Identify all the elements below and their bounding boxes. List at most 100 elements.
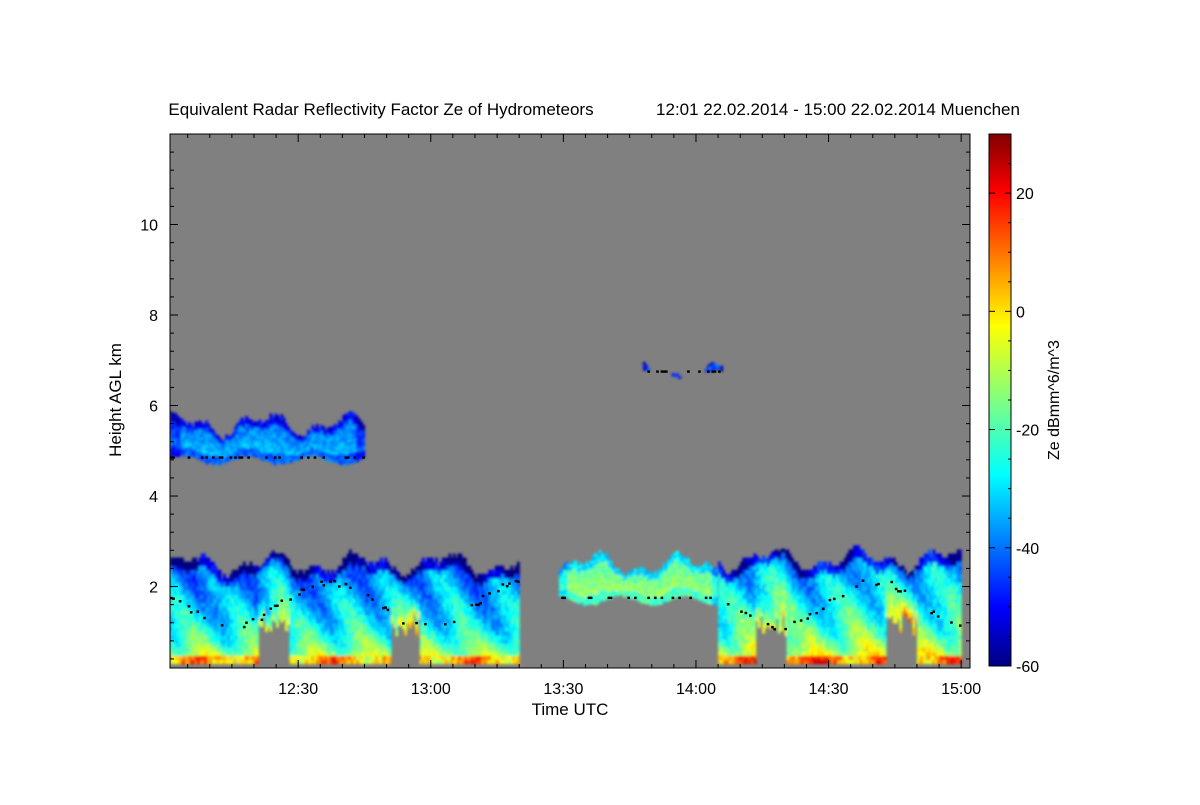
reflectivity-cell — [335, 651, 339, 656]
reflectivity-cell — [492, 614, 496, 620]
reflectivity-cell — [298, 643, 301, 648]
reflectivity-cell — [408, 575, 412, 580]
reflectivity-cell — [461, 565, 465, 571]
reflectivity-cell — [249, 594, 253, 599]
reflectivity-cell — [397, 613, 401, 618]
reflectivity-cell — [395, 574, 399, 580]
reflectivity-cell — [247, 565, 251, 571]
reflectivity-cell — [733, 594, 737, 599]
reflectivity-cell — [642, 575, 646, 580]
reflectivity-cell — [192, 614, 195, 620]
reflectivity-cell — [576, 581, 580, 585]
reflectivity-cell — [722, 647, 726, 652]
reflectivity-cell — [634, 576, 637, 581]
reflectivity-cell — [362, 622, 366, 628]
reflectivity-cell — [497, 573, 500, 579]
reflectivity-cell — [680, 584, 684, 589]
reflectivity-cell — [671, 568, 675, 572]
reflectivity-cell — [684, 578, 688, 582]
reflectivity-cell — [623, 588, 626, 593]
reflectivity-cell — [331, 647, 335, 652]
reflectivity-cell — [678, 575, 682, 579]
reflectivity-cell — [258, 596, 262, 601]
reflectivity-cell — [298, 647, 301, 652]
reflectivity-cell — [183, 577, 187, 583]
reflectivity-cell — [384, 606, 388, 612]
reflectivity-cell — [563, 588, 567, 592]
reflectivity-cell — [295, 659, 299, 665]
reflectivity-cell — [627, 589, 631, 594]
reflectivity-cell — [474, 622, 478, 628]
reflectivity-cell — [598, 579, 602, 584]
reflectivity-cell — [344, 565, 348, 571]
reflectivity-cell — [640, 581, 644, 585]
reflectivity-cell — [598, 577, 602, 581]
reflectivity-cell — [218, 582, 222, 587]
reflectivity-cell — [362, 557, 366, 563]
reflectivity-cell — [488, 569, 492, 575]
reflectivity-cell — [384, 651, 388, 656]
reflectivity-cell — [494, 647, 498, 652]
reflectivity-cell — [417, 578, 421, 583]
reflectivity-cell — [430, 577, 434, 583]
reflectivity-cell — [194, 651, 198, 656]
reflectivity-cell — [307, 618, 310, 624]
reflectivity-cell — [589, 565, 593, 570]
reflectivity-cell — [636, 592, 640, 596]
reflectivity-cell — [223, 634, 226, 640]
reflectivity-cell — [337, 634, 341, 640]
reflectivity-cell — [382, 655, 385, 661]
reflectivity-cell — [390, 594, 394, 600]
reflectivity-cell — [379, 610, 383, 616]
reflectivity-cell — [249, 639, 253, 644]
reflectivity-cell — [200, 643, 204, 648]
reflectivity-cell — [437, 582, 441, 587]
reflectivity-cell — [362, 643, 366, 648]
reflectivity-cell — [607, 577, 611, 581]
reflectivity-cell — [514, 573, 518, 579]
reflectivity-cell — [589, 576, 593, 581]
reflectivity-cell — [304, 582, 308, 587]
reflectivity-cell — [223, 622, 226, 628]
reflectivity-cell — [223, 626, 226, 632]
reflectivity-cell — [417, 614, 421, 620]
reflectivity-cell — [731, 626, 735, 632]
reflectivity-cell — [673, 595, 677, 599]
reflectivity-cell — [384, 586, 388, 591]
reflectivity-cell — [307, 569, 310, 575]
reflectivity-cell — [349, 643, 352, 648]
reflectivity-cell — [360, 614, 363, 620]
reflectivity-cell — [731, 582, 735, 587]
reflectivity-cell — [417, 598, 421, 604]
reflectivity-cell — [337, 586, 341, 591]
reflectivity-cell — [364, 569, 368, 575]
reflectivity-cell — [170, 594, 173, 599]
reflectivity-cell — [455, 614, 458, 620]
reflectivity-cell — [740, 655, 743, 661]
reflectivity-cell — [209, 606, 213, 612]
reflectivity-cell — [364, 594, 368, 599]
reflectivity-cell — [362, 651, 366, 656]
reflectivity-cell — [198, 590, 202, 595]
reflectivity-cell — [245, 614, 248, 620]
reflectivity-cell — [474, 639, 478, 644]
reflectivity-cell — [446, 630, 450, 636]
reflectivity-cell — [333, 602, 337, 608]
reflectivity-cell — [452, 582, 456, 587]
reflectivity-cell — [293, 626, 297, 632]
reflectivity-cell — [225, 659, 229, 665]
reflectivity-cell — [320, 659, 324, 665]
reflectivity-cell — [229, 659, 233, 665]
reflectivity-cell — [444, 634, 447, 640]
reflectivity-cell — [426, 634, 430, 640]
reflectivity-cell — [349, 569, 352, 575]
reflectivity-cell — [320, 598, 324, 603]
reflectivity-cell — [302, 655, 306, 661]
reflectivity-cell — [455, 590, 458, 595]
reflectivity-cell — [715, 580, 719, 584]
reflectivity-cell — [457, 602, 461, 608]
reflectivity-cell — [444, 557, 447, 563]
reflectivity-cell — [720, 634, 724, 640]
reflectivity-cell — [481, 651, 485, 656]
reflectivity-cell — [313, 655, 317, 661]
